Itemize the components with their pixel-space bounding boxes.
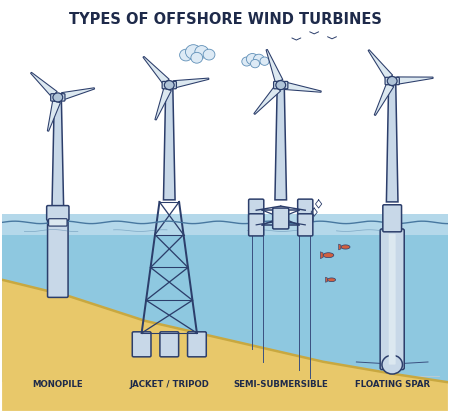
Ellipse shape: [341, 245, 350, 249]
FancyBboxPatch shape: [160, 332, 179, 357]
Polygon shape: [173, 79, 209, 89]
Polygon shape: [2, 280, 448, 411]
FancyBboxPatch shape: [297, 214, 313, 236]
Circle shape: [260, 58, 269, 66]
Polygon shape: [163, 88, 175, 200]
Polygon shape: [285, 83, 321, 93]
FancyBboxPatch shape: [274, 82, 288, 90]
FancyBboxPatch shape: [380, 229, 404, 370]
Circle shape: [387, 77, 397, 86]
FancyBboxPatch shape: [51, 95, 65, 102]
FancyBboxPatch shape: [383, 205, 401, 232]
Circle shape: [53, 94, 63, 103]
Polygon shape: [320, 252, 323, 259]
Polygon shape: [368, 51, 393, 80]
Polygon shape: [275, 88, 287, 200]
Circle shape: [246, 55, 258, 66]
Polygon shape: [387, 84, 398, 202]
Circle shape: [191, 53, 202, 64]
FancyBboxPatch shape: [132, 332, 151, 357]
Circle shape: [180, 50, 192, 62]
Circle shape: [164, 81, 174, 90]
FancyBboxPatch shape: [249, 214, 264, 236]
FancyBboxPatch shape: [188, 332, 206, 357]
Text: MONOPILE: MONOPILE: [32, 380, 83, 389]
Circle shape: [185, 45, 201, 60]
Polygon shape: [47, 102, 60, 132]
Text: SEMI-SUBMERSIBLE: SEMI-SUBMERSIBLE: [234, 380, 328, 389]
Circle shape: [203, 50, 215, 61]
Polygon shape: [155, 89, 171, 121]
FancyBboxPatch shape: [297, 199, 313, 222]
Polygon shape: [31, 73, 57, 97]
FancyBboxPatch shape: [47, 206, 69, 221]
Polygon shape: [2, 215, 448, 235]
FancyBboxPatch shape: [249, 199, 264, 222]
FancyBboxPatch shape: [162, 82, 176, 90]
Polygon shape: [2, 215, 448, 382]
Text: TYPES OF OFFSHORE WIND TURBINES: TYPES OF OFFSHORE WIND TURBINES: [68, 12, 382, 27]
Ellipse shape: [323, 253, 334, 258]
Polygon shape: [266, 50, 283, 83]
Polygon shape: [325, 278, 328, 282]
FancyBboxPatch shape: [385, 78, 399, 85]
Circle shape: [276, 81, 286, 90]
FancyBboxPatch shape: [273, 209, 289, 229]
Polygon shape: [397, 78, 433, 85]
Text: FLOATING SPAR: FLOATING SPAR: [355, 380, 430, 389]
Circle shape: [242, 58, 252, 67]
FancyBboxPatch shape: [49, 219, 67, 227]
Polygon shape: [374, 84, 394, 116]
Circle shape: [195, 47, 208, 59]
Circle shape: [382, 355, 402, 374]
Circle shape: [253, 55, 264, 65]
Polygon shape: [52, 100, 63, 206]
FancyBboxPatch shape: [48, 220, 68, 298]
Circle shape: [251, 60, 260, 69]
Ellipse shape: [328, 278, 336, 282]
Polygon shape: [62, 88, 94, 100]
Polygon shape: [339, 244, 341, 250]
FancyBboxPatch shape: [389, 234, 396, 365]
Text: JACKET / TRIPOD: JACKET / TRIPOD: [129, 380, 209, 389]
Polygon shape: [254, 87, 281, 115]
Polygon shape: [143, 57, 169, 85]
